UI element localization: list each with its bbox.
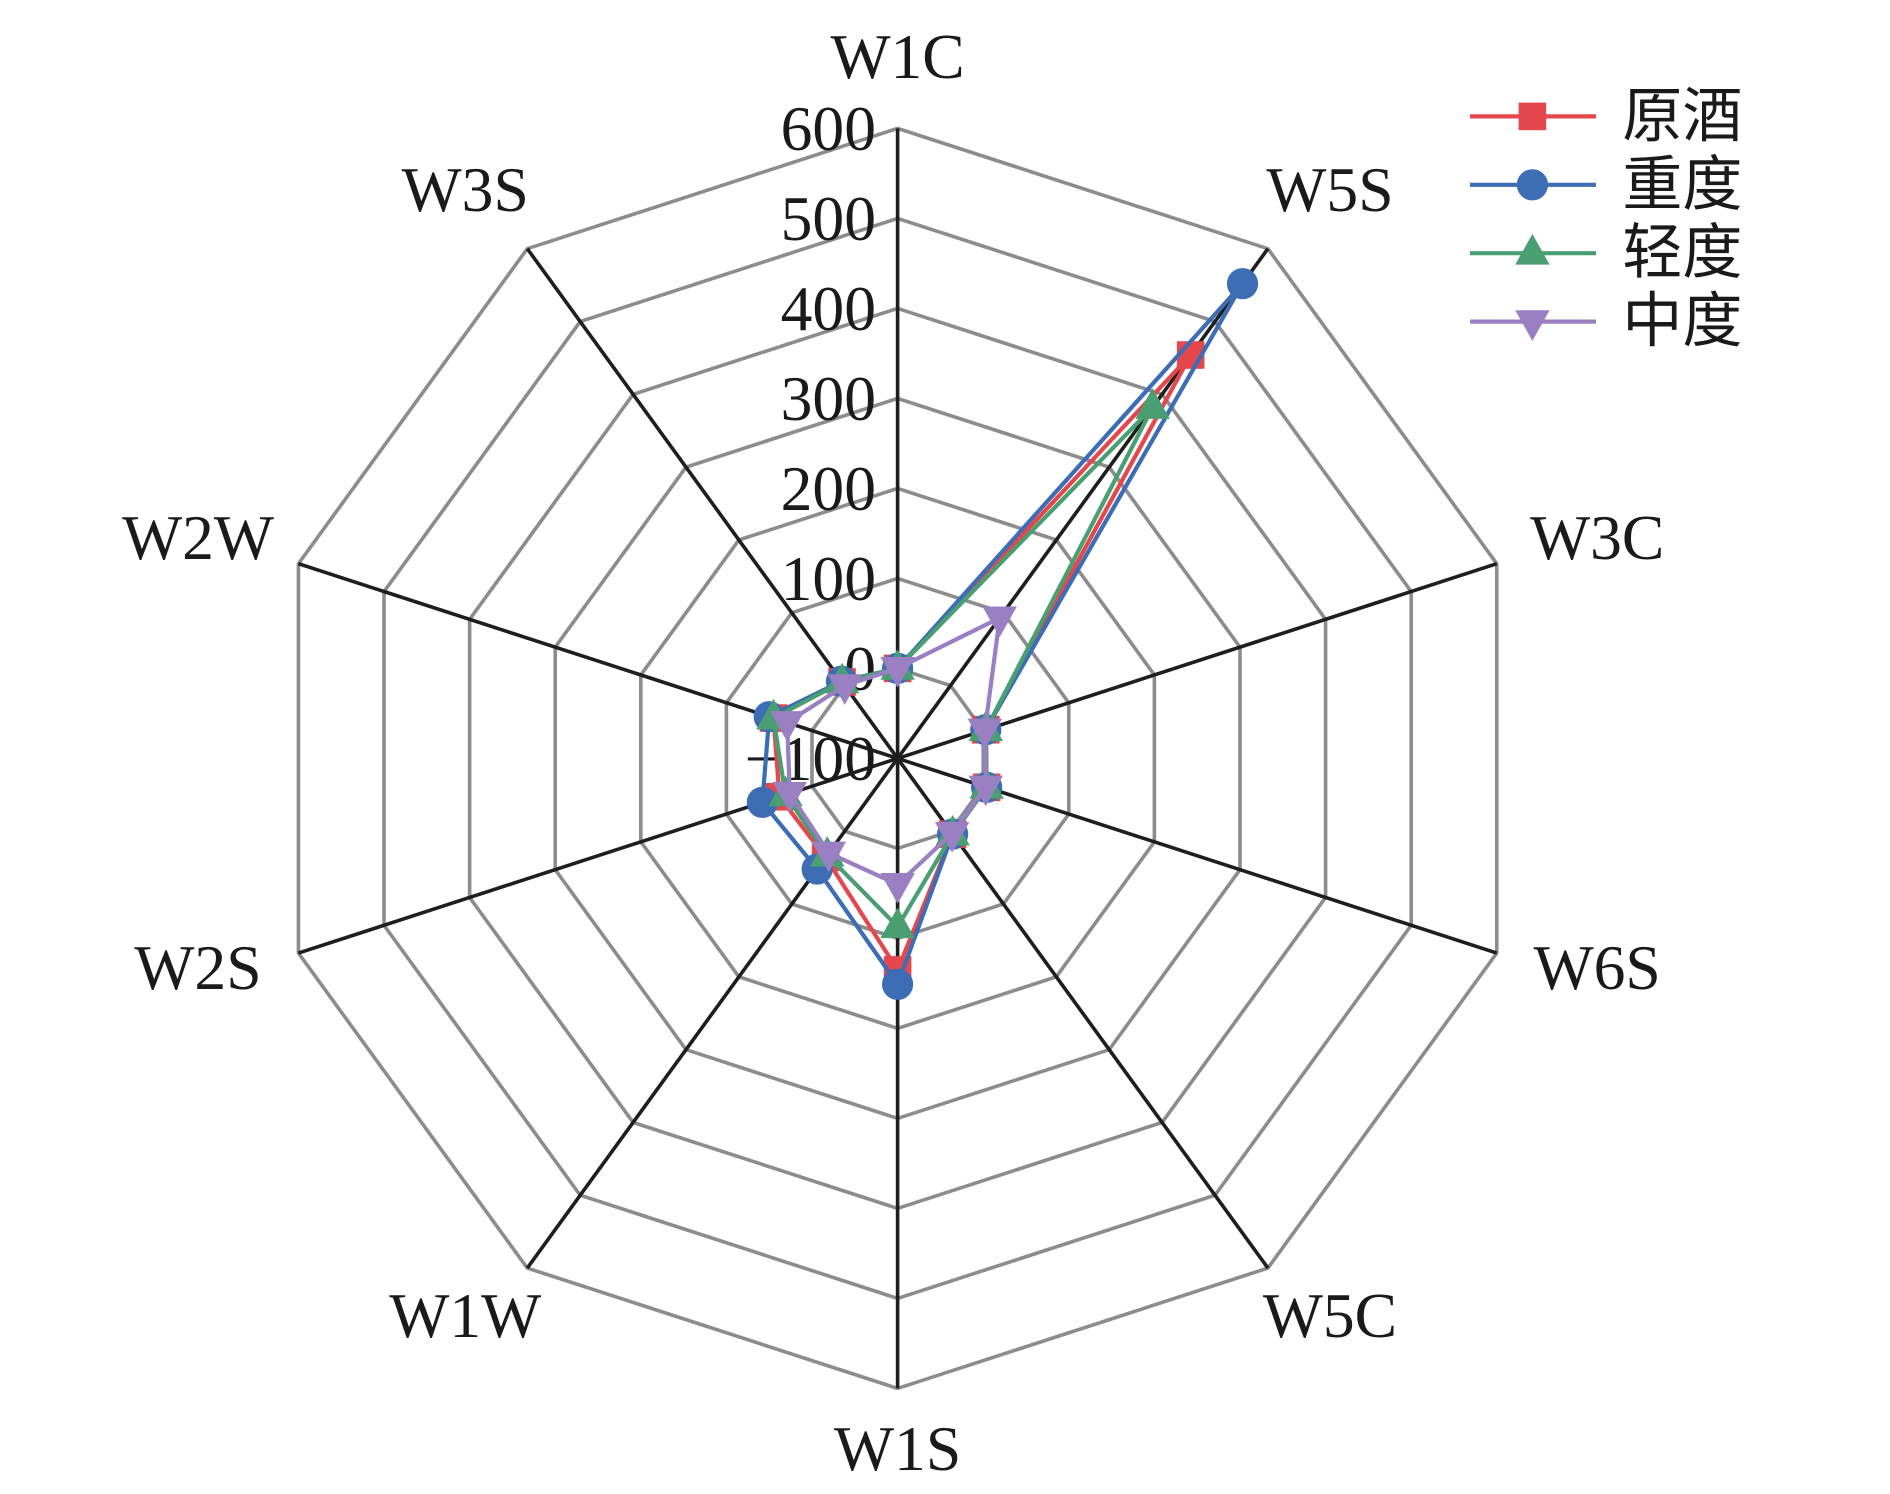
data-point-s4-w5s xyxy=(982,606,1017,638)
axis-label-w2w: W2W xyxy=(122,502,274,573)
tick-label: 100 xyxy=(781,543,876,614)
legend-marker-triangle-up xyxy=(1515,233,1550,265)
series-4 xyxy=(769,606,1017,904)
axis-label-w5s: W5S xyxy=(1266,154,1393,225)
category-labels: W1C W5S W3C W6S W5C W1S W1W W2S W2W W3S xyxy=(122,21,1664,1484)
axis-label-w1c: W1C xyxy=(830,21,964,92)
axis-label-w1s: W1S xyxy=(834,1413,961,1484)
tick-label: 400 xyxy=(781,273,876,344)
data-point-s4-w1c xyxy=(880,657,915,688)
legend-marker-circle xyxy=(1516,169,1548,201)
axis-label-w6s: W6S xyxy=(1534,932,1661,1003)
legend-item-4: 中度 xyxy=(1470,287,1742,357)
axis-label-w3s: W3S xyxy=(402,154,529,225)
data-point-s4-w2w xyxy=(769,711,805,742)
tick-label: 300 xyxy=(781,363,876,434)
tick-label: 200 xyxy=(781,453,876,524)
legend-marker-triangle-down xyxy=(1515,310,1550,341)
legend-marker-square xyxy=(1518,102,1547,131)
legend-item-3: 轻度 xyxy=(1470,218,1742,288)
axis-label-w1w: W1W xyxy=(389,1280,541,1351)
data-point-s4-w2s xyxy=(772,782,807,813)
legend-label: 原酒 xyxy=(1622,81,1742,151)
data-point-s2-w1s xyxy=(882,968,914,1000)
axis-spoke-w2w xyxy=(297,562,899,761)
data-point-s4-w3c xyxy=(967,718,1003,750)
data-point-s4-w1s xyxy=(880,873,915,904)
axis-spoke-w5s xyxy=(896,247,1270,760)
data-point-s3-w5s xyxy=(1135,388,1170,419)
series-layer xyxy=(746,268,1259,1000)
tick-label: 600 xyxy=(781,93,876,164)
data-point-s4-w3s xyxy=(827,674,862,705)
data-point-s4-w6s xyxy=(968,775,1003,807)
data-point-s3-w1s xyxy=(880,907,915,939)
axis-label-w3c: W3C xyxy=(1530,502,1664,573)
axis-label-w5c: W5C xyxy=(1263,1280,1397,1351)
legend-item-2: 重度 xyxy=(1470,150,1742,220)
tick-label: 500 xyxy=(781,183,876,254)
axis-label-w2s: W2S xyxy=(134,932,261,1003)
legend-label: 轻度 xyxy=(1622,218,1742,288)
data-point-s4-w1w xyxy=(811,841,847,873)
legend-item-1: 原酒 xyxy=(1470,81,1742,151)
data-point-s4-w5c xyxy=(934,821,970,853)
legend-label: 重度 xyxy=(1622,150,1742,220)
data-point-s2-w5s xyxy=(1226,268,1259,300)
legend-label: 中度 xyxy=(1622,287,1742,357)
